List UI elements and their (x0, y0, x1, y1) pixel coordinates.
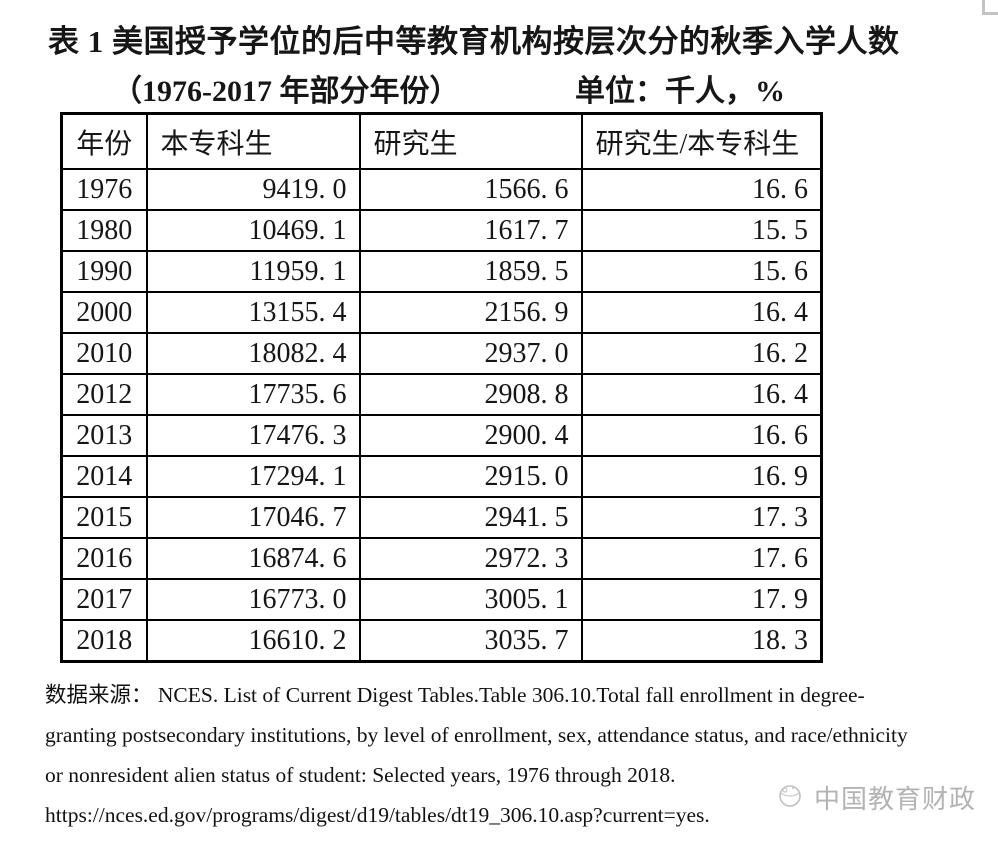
value-cell: 2972. 3 (358, 537, 583, 580)
value-cell: 17046. 7 (145, 496, 361, 539)
value-cell: 17735. 6 (145, 373, 361, 416)
value-cell: 18. 3 (580, 619, 823, 663)
value-cell: 2915. 0 (358, 455, 583, 498)
value-cell: 9419. 0 (145, 168, 361, 211)
table-row: 2017 16773. 0 3005. 1 17. 9 (60, 578, 823, 621)
unit-label: 单位：千人，% (575, 75, 785, 108)
source-url: https://nces.ed.gov/programs/digest/d19/… (45, 803, 710, 827)
table-subtitle: （1976-2017 年部分年份） (112, 75, 460, 108)
year-cell: 2000 (60, 291, 148, 334)
value-cell: 2156. 9 (358, 291, 583, 334)
value-cell: 1617. 7 (358, 209, 583, 252)
value-cell: 11959. 1 (145, 250, 361, 293)
value-cell: 10469. 1 (145, 209, 361, 252)
table-row: 2000 13155. 4 2156. 9 16. 4 (60, 291, 823, 334)
globe-icon (776, 781, 804, 814)
year-cell: 1990 (60, 250, 148, 293)
value-cell: 16610. 2 (145, 619, 361, 663)
table-row: 1976 9419. 0 1566. 6 16. 6 (60, 168, 823, 211)
value-cell: 2900. 4 (358, 414, 583, 457)
value-cell: 2941. 5 (358, 496, 583, 539)
value-cell: 17. 6 (580, 537, 823, 580)
value-cell: 16. 4 (580, 291, 823, 334)
window-corner-mark (982, 0, 998, 15)
value-cell: 17. 3 (580, 496, 823, 539)
source-line: or nonresident alien status of student: … (45, 763, 676, 787)
value-cell: 15. 6 (580, 250, 823, 293)
column-header-2: 研究生 (358, 112, 583, 170)
value-cell: 18082. 4 (145, 332, 361, 375)
table-row: 2012 17735. 6 2908. 8 16. 4 (60, 373, 823, 416)
source-line: granting postsecondary institutions, by … (45, 723, 908, 747)
table-row: 2016 16874. 6 2972. 3 17. 6 (60, 537, 823, 580)
value-cell: 2908. 8 (358, 373, 583, 416)
value-cell: 16. 9 (580, 455, 823, 498)
table-title: 表 1 美国授予学位的后中等教育机构按层次分的秋季入学人数 (48, 24, 900, 59)
value-cell: 1566. 6 (358, 168, 583, 211)
value-cell: 3035. 7 (358, 619, 583, 663)
year-cell: 2012 (60, 373, 148, 416)
column-header-3: 研究生/本专科生 (580, 112, 823, 170)
value-cell: 16. 6 (580, 414, 823, 457)
value-cell: 1859. 5 (358, 250, 583, 293)
table-row: 2015 17046. 7 2941. 5 17. 3 (60, 496, 823, 539)
table-header-row: 年份 本专科生 研究生 研究生/本专科生 (60, 112, 823, 170)
table-row: 2010 18082. 4 2937. 0 16. 2 (60, 332, 823, 375)
table-row: 1990 11959. 1 1859. 5 15. 6 (60, 250, 823, 293)
source-line: 数据来源： NCES. List of Current Digest Table… (45, 683, 865, 707)
column-header-1: 本专科生 (145, 112, 361, 170)
source-note: 数据来源： NCES. List of Current Digest Table… (45, 675, 998, 835)
value-cell: 16. 4 (580, 373, 823, 416)
table-subtitle-row: （1976-2017 年部分年份） 单位：千人，% (112, 66, 998, 108)
value-cell: 17476. 3 (145, 414, 361, 457)
year-cell: 2015 (60, 496, 148, 539)
value-cell: 17294. 1 (145, 455, 361, 498)
watermark: 中国教育财政 (776, 779, 976, 816)
year-cell: 2010 (60, 332, 148, 375)
watermark-label: 中国教育财政 (814, 784, 977, 814)
enrollment-table: 年份 本专科生 研究生 研究生/本专科生 1976 9419. 0 1566. 6 16. … (60, 112, 823, 663)
year-cell: 2017 (60, 578, 148, 621)
year-cell: 1976 (60, 168, 148, 211)
value-cell: 15. 5 (580, 209, 823, 252)
value-cell: 16. 2 (580, 332, 823, 375)
table-row: 2013 17476. 3 2900. 4 16. 6 (60, 414, 823, 457)
year-cell: 2016 (60, 537, 148, 580)
value-cell: 13155. 4 (145, 291, 361, 334)
year-cell: 2018 (60, 619, 148, 663)
table-row: 2014 17294. 1 2915. 0 16. 9 (60, 455, 823, 498)
table-row: 2018 16610. 2 3035. 7 18. 3 (60, 619, 823, 663)
value-cell: 16773. 0 (145, 578, 361, 621)
table-row: 1980 10469. 1 1617. 7 15. 5 (60, 209, 823, 252)
value-cell: 3005. 1 (358, 578, 583, 621)
value-cell: 2937. 0 (358, 332, 583, 375)
column-header-0: 年份 (60, 112, 148, 170)
value-cell: 16874. 6 (145, 537, 361, 580)
year-cell: 1980 (60, 209, 148, 252)
year-cell: 2014 (60, 455, 148, 498)
year-cell: 2013 (60, 414, 148, 457)
value-cell: 17. 9 (580, 578, 823, 621)
value-cell: 16. 6 (580, 168, 823, 211)
